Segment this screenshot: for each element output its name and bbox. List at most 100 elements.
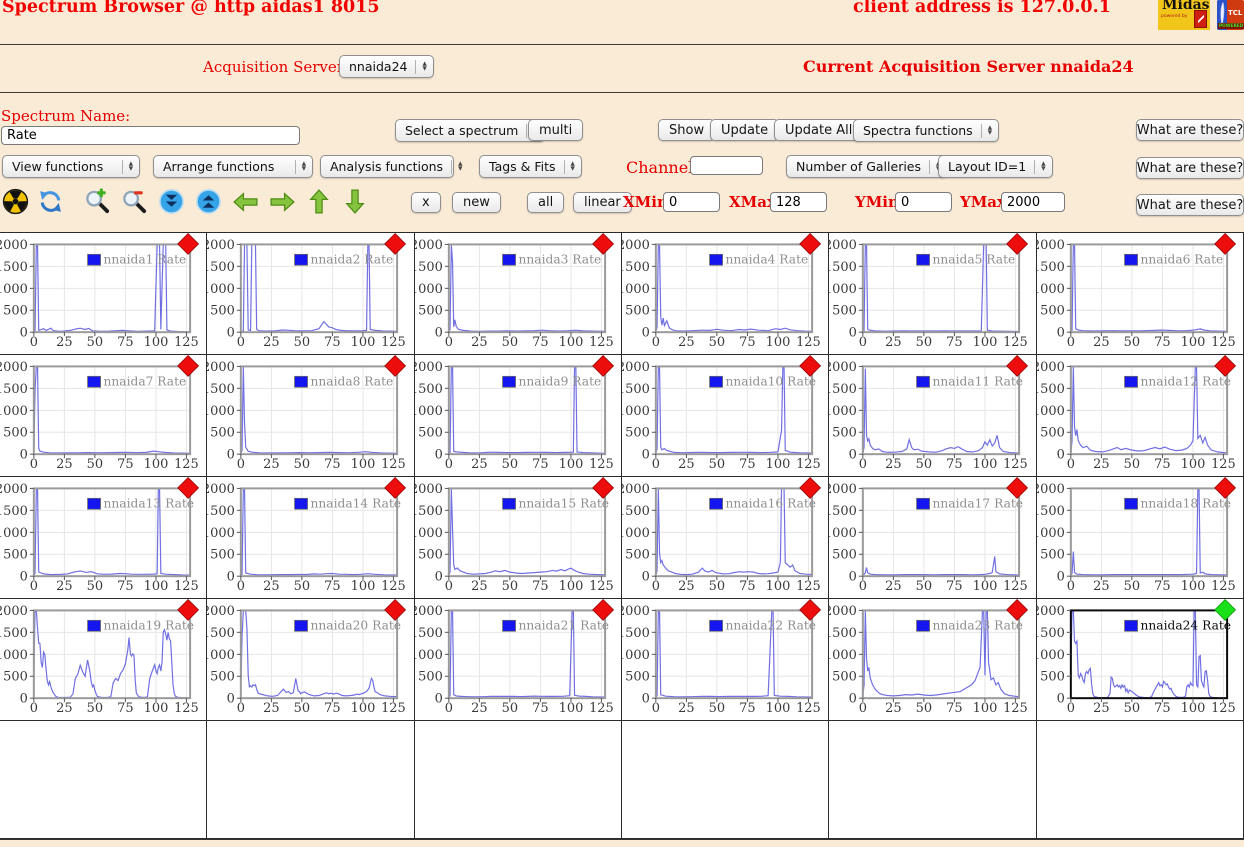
spectrum-chart-nnaida7[interactable]: 0 500 1000 1500 2000 0 25 50 75 100 125 nnaida7 Rat… — [0, 355, 208, 477]
spectrum-chart-nnaida4[interactable]: 0 500 1000 1500 2000 0 25 50 75 100 125 nnaida4 Rat… — [621, 233, 830, 355]
select-spectrum-value: Select a spectrum — [405, 123, 519, 138]
svg-text:500: 500 — [625, 426, 650, 441]
arrange-functions-dropdown[interactable]: Arrange functions ▲ ▼ — [153, 155, 313, 178]
svg-text:nnaida21 Rate: nnaida21 Rate — [518, 619, 609, 633]
multi-button[interactable]: multi — [528, 119, 584, 141]
svg-text:1500: 1500 — [829, 260, 857, 275]
svg-text:100: 100 — [351, 701, 376, 716]
spectra-functions-dropdown[interactable]: Spectra functions ▲ ▼ — [853, 119, 999, 142]
svg-text:1000: 1000 — [415, 526, 443, 541]
arrow-up-icon[interactable] — [307, 188, 334, 215]
what-are-these-button-1[interactable]: What are these? — [1136, 119, 1244, 141]
acquisition-row: Acquisition Servers nnaida24 ▲ ▼ Current … — [0, 45, 1244, 93]
spectrum-chart-nnaida8[interactable]: 0 500 1000 1500 2000 0 25 50 75 100 125 nnaida8 Rat… — [207, 355, 415, 477]
acquisition-server-select[interactable]: nnaida24 ▲ ▼ — [339, 55, 434, 78]
analysis-functions-dropdown[interactable]: Analysis functions ▲ ▼ — [320, 155, 462, 178]
channel-input[interactable] — [690, 156, 763, 175]
svg-text:0: 0 — [227, 326, 235, 341]
svg-text:1000: 1000 — [415, 404, 443, 419]
spectrum-chart-nnaida16[interactable]: 0 500 1000 1500 2000 0 25 50 75 100 125 nnaida16 Ra… — [621, 477, 830, 599]
svg-text:100: 100 — [1180, 335, 1205, 350]
spectrum-chart-nnaida22[interactable]: 0 500 1000 1500 2000 0 25 50 75 100 125 nnaida22 Ra… — [621, 599, 830, 721]
page-title: Spectrum Browser @ http aidas1 8015 — [2, 0, 380, 17]
svg-text:75: 75 — [117, 457, 133, 472]
svg-text:25: 25 — [56, 335, 72, 350]
spectrum-chart-nnaida18[interactable]: 0 500 1000 1500 2000 0 25 50 75 100 125 nnaida18 Ra… — [1036, 477, 1244, 599]
svg-text:1500: 1500 — [622, 382, 650, 397]
tags-fits-dropdown[interactable]: Tags & Fits ▲ ▼ — [479, 155, 582, 178]
svg-text:25: 25 — [678, 701, 694, 716]
spectrum-chart-nnaida19[interactable]: 0 500 1000 1500 2000 0 25 50 75 100 125 nnaida19 Ra… — [0, 599, 208, 721]
show-button[interactable]: Show — [658, 119, 716, 141]
svg-text:0: 0 — [1066, 701, 1074, 716]
svg-text:0: 0 — [1056, 692, 1064, 707]
what-are-these-button-3[interactable]: What are these? — [1136, 194, 1244, 216]
spectrum-chart-nnaida9[interactable]: 0 500 1000 1500 2000 0 25 50 75 100 125 nnaida9 Rat… — [414, 355, 622, 477]
linear-button[interactable]: linear — [573, 192, 632, 213]
svg-text:1500: 1500 — [829, 626, 857, 641]
svg-text:25: 25 — [1093, 579, 1109, 594]
svg-text:75: 75 — [947, 579, 963, 594]
select-spectrum-dropdown[interactable]: Select a spectrum ▲▼ — [395, 119, 545, 142]
spectrum-chart-nnaida3[interactable]: 0 500 1000 1500 2000 0 25 50 75 100 125 nnaida3 Rat… — [414, 233, 622, 355]
number-of-galleries-dropdown[interactable]: Number of Galleries ▲▼ — [786, 155, 948, 178]
empty-cell — [829, 721, 1037, 839]
spectrum-chart-nnaida10[interactable]: 0 500 1000 1500 2000 0 25 50 75 100 125 nnaida10 Ra… — [621, 355, 830, 477]
spectrum-chart-nnaida24[interactable]: 0 500 1000 1500 2000 0 25 50 75 100 125 nnaida24 Ra… — [1036, 599, 1244, 721]
svg-text:125: 125 — [796, 579, 821, 594]
svg-text:25: 25 — [263, 335, 279, 350]
spectrum-chart-nnaida15[interactable]: 0 500 1000 1500 2000 0 25 50 75 100 125 nnaida15 Ra… — [414, 477, 622, 599]
arrow-right-icon[interactable] — [269, 188, 296, 215]
what-are-these-button-2[interactable]: What are these? — [1136, 157, 1244, 179]
spectrum-chart-nnaida6[interactable]: 0 500 1000 1500 2000 0 25 50 75 100 125 nnaida6 Rat… — [1036, 233, 1244, 355]
svg-text:1000: 1000 — [0, 648, 28, 663]
new-button[interactable]: new — [452, 192, 501, 213]
x-button[interactable]: x — [411, 192, 441, 213]
spectrum-chart-nnaida1[interactable]: 0 500 1000 1500 2000 0 25 50 75 100 125 nnaida1 Rat… — [0, 233, 208, 355]
svg-text:nnaida13 Rate: nnaida13 Rate — [104, 497, 195, 511]
bottom-bar — [0, 839, 1244, 847]
spectrum-chart-nnaida20[interactable]: 0 500 1000 1500 2000 0 25 50 75 100 125 nnaida20 Ra… — [207, 599, 415, 721]
arrange-functions-value: Arrange functions — [163, 159, 275, 174]
spectrum-chart-nnaida11[interactable]: 0 500 1000 1500 2000 0 25 50 75 100 125 nnaida11 Ra… — [829, 355, 1037, 477]
svg-text:500: 500 — [1040, 304, 1065, 319]
view-functions-dropdown[interactable]: View functions ▲ ▼ — [2, 155, 140, 178]
xmin-input[interactable] — [663, 192, 720, 212]
spectrum-chart-nnaida17[interactable]: 0 500 1000 1500 2000 0 25 50 75 100 125 nnaida17 Ra… — [829, 477, 1037, 599]
all-button[interactable]: all — [527, 192, 565, 213]
svg-text:75: 75 — [739, 579, 755, 594]
zoom-in-icon[interactable] — [84, 188, 111, 215]
spectrum-chart-nnaida13[interactable]: 0 500 1000 1500 2000 0 25 50 75 100 125 nnaida13 Ra… — [0, 477, 208, 599]
svg-text:75: 75 — [532, 335, 548, 350]
refresh-icon[interactable] — [37, 188, 64, 215]
svg-text:nnaida9 Rate: nnaida9 Rate — [518, 375, 601, 389]
svg-text:50: 50 — [501, 335, 517, 350]
radiation-icon[interactable] — [2, 188, 29, 215]
svg-text:50: 50 — [294, 457, 310, 472]
spectrum-chart-nnaida5[interactable]: 0 500 1000 1500 2000 0 25 50 75 100 125 nnaida5 Rat… — [829, 233, 1037, 355]
spectrum-chart-nnaida14[interactable]: 0 500 1000 1500 2000 0 25 50 75 100 125 nnaida14 Ra… — [207, 477, 415, 599]
ymax-label: YMax — [960, 193, 1006, 211]
xmax-input[interactable] — [770, 192, 827, 212]
spectrum-chart-nnaida21[interactable]: 0 500 1000 1500 2000 0 25 50 75 100 125 nnaida21 Ra… — [414, 599, 622, 721]
update-button[interactable]: Update — [710, 119, 780, 141]
arrow-left-icon[interactable] — [232, 188, 259, 215]
zoom-out-icon[interactable] — [121, 188, 148, 215]
svg-text:100: 100 — [973, 457, 998, 472]
arrow-down-icon[interactable] — [343, 188, 370, 215]
spectrum-chart-nnaida2[interactable]: 0 500 1000 1500 2000 0 25 50 75 100 125 nnaida2 Rat… — [207, 233, 415, 355]
svg-text:25: 25 — [678, 457, 694, 472]
ymax-input[interactable] — [1001, 192, 1065, 212]
ymin-input[interactable] — [895, 192, 952, 212]
svg-text:0: 0 — [434, 692, 442, 707]
spectrum-chart-nnaida23[interactable]: 0 500 1000 1500 2000 0 25 50 75 100 125 nnaida23 Ra… — [829, 599, 1037, 721]
scroll-up-icon[interactable] — [195, 188, 222, 215]
spectrum-name-input[interactable] — [1, 126, 300, 145]
scroll-down-icon[interactable] — [158, 188, 185, 215]
layout-id-dropdown[interactable]: Layout ID=1 ▲ ▼ — [938, 155, 1053, 178]
svg-text:nnaida2 Rate: nnaida2 Rate — [311, 253, 394, 267]
svg-text:125: 125 — [796, 457, 821, 472]
svg-text:50: 50 — [709, 335, 725, 350]
spectrum-chart-nnaida12[interactable]: 0 500 1000 1500 2000 0 25 50 75 100 125 nnaida12 Ra… — [1036, 355, 1244, 477]
update-all-button[interactable]: Update All — [774, 119, 864, 141]
